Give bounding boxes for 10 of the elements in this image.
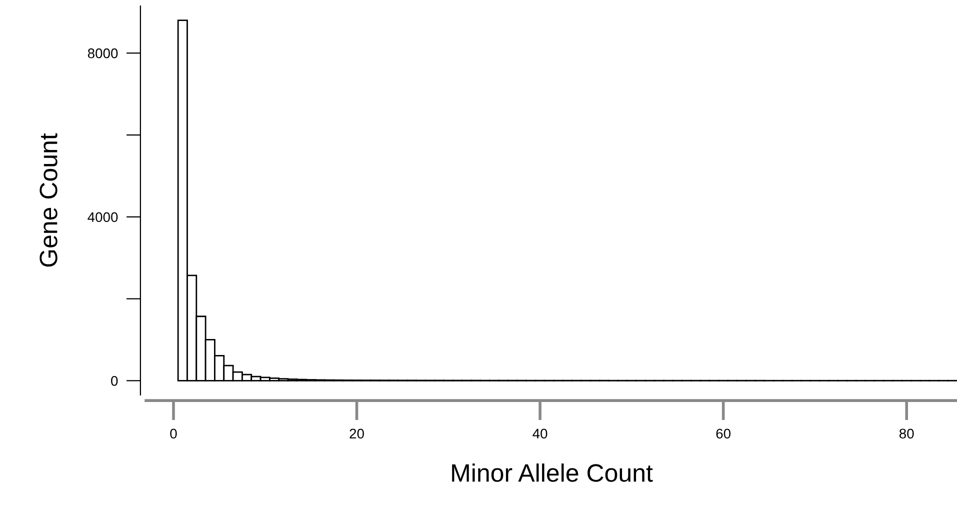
y-tick-label: 0 <box>111 376 118 386</box>
y-axis-title: Gene Count <box>40 133 58 267</box>
x-tick-label: 20 <box>350 428 364 439</box>
x-tick-label: 80 <box>899 428 914 439</box>
x-tick-label: 60 <box>716 428 731 439</box>
y-tick-label: 8000 <box>88 48 118 58</box>
x-tick-label: 40 <box>532 428 548 439</box>
x-axis-title: Minor Allele Count <box>452 464 653 482</box>
y-tick-label: 4000 <box>88 212 118 222</box>
x-tick-label: 0 <box>170 428 177 439</box>
